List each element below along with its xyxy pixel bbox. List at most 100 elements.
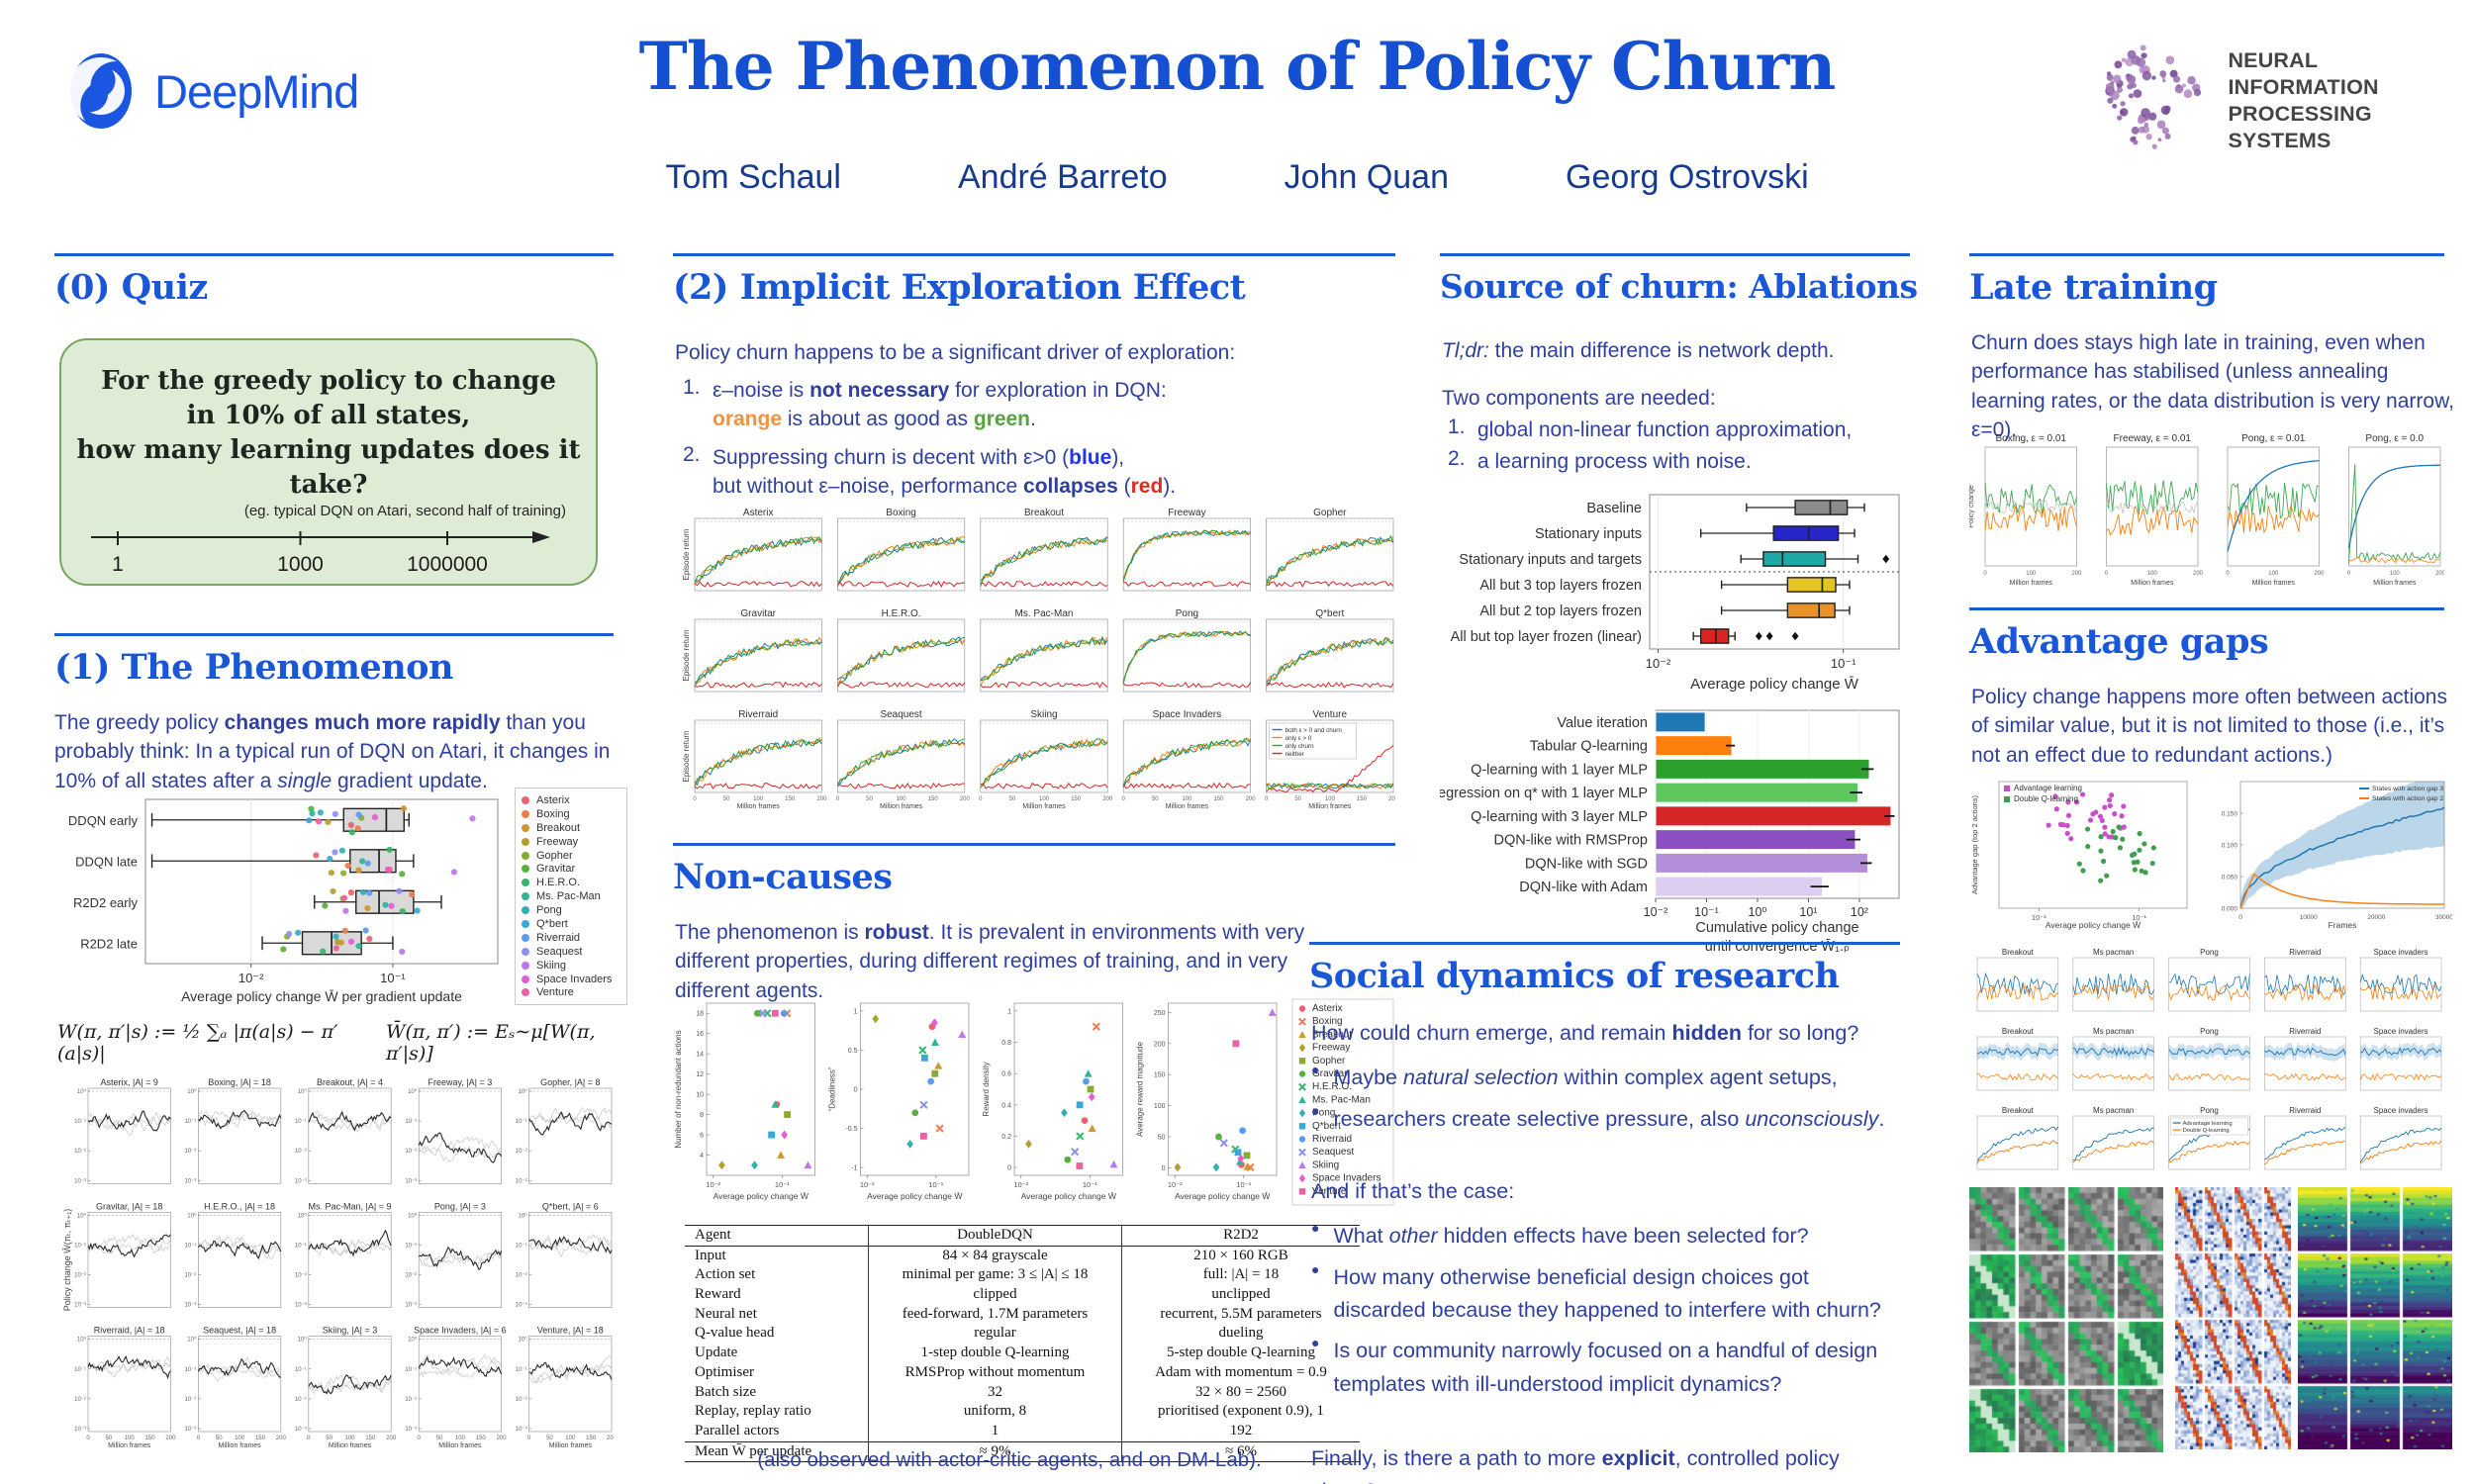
table-cell: full: |A| = 18	[1202, 1266, 1280, 1283]
svg-text:Million frames: Million frames	[2252, 580, 2296, 587]
table-cell: Optimiser	[685, 1362, 869, 1383]
svg-text:10⁻¹: 10⁻¹	[295, 1119, 307, 1125]
phenomenon-boxplot: 10⁻² 10⁻¹ DDQN early DDQN late R2D2 early R2D…	[54, 789, 510, 1014]
svg-text:10⁻³: 10⁻³	[405, 1427, 417, 1433]
svg-text:Policy change W̄(πₜ, πₜ₊₁): Policy change W̄(πₜ, πₜ₊₁)	[62, 1209, 72, 1312]
svg-text:Million frames: Million frames	[108, 1442, 151, 1449]
svg-text:Breakout: Breakout	[1312, 1029, 1352, 1040]
svg-text:50: 50	[1294, 796, 1301, 802]
svg-text:10⁻²: 10⁻²	[1168, 1180, 1183, 1189]
advantage-gap-area-chart: 0.000 0.050 0.100 0.150 0 10000 20000 30000 Fram…	[2205, 774, 2453, 949]
table-cell: Reward	[685, 1285, 869, 1305]
svg-text:Venture: Venture	[1313, 709, 1348, 720]
legend-item: Ms. Pac-Man	[522, 889, 620, 903]
svg-text:Venture: Venture	[1312, 1186, 1347, 1197]
section-rule	[1969, 607, 2444, 610]
svg-text:Frames: Frames	[2329, 920, 2357, 930]
svg-text:DQN-like with SGD: DQN-like with SGD	[1525, 856, 1648, 872]
phenomenon-legend: Asterix Boxing Breakout Freeway Gopher Gravit…	[515, 788, 627, 1006]
legend-dot-icon	[522, 906, 529, 915]
svg-text:10⁰: 10⁰	[408, 1088, 418, 1095]
svg-text:0: 0	[693, 796, 697, 802]
section-rule	[1969, 253, 2444, 256]
social-case-line: And if that’s the case:	[1311, 1178, 1515, 1203]
svg-text:150: 150	[1071, 796, 1082, 802]
svg-text:10⁰: 10⁰	[1749, 905, 1767, 919]
legend-item: H.E.R.O.	[522, 876, 620, 889]
formula-w: W(π, π′|s) := ½ ∑ₐ |π(a|s) − π′(a|s)|	[57, 1021, 338, 1065]
svg-text:Million frames: Million frames	[1308, 803, 1352, 810]
svg-text:Million frames: Million frames	[2131, 580, 2174, 587]
svg-text:150: 150	[928, 796, 939, 802]
svg-text:4: 4	[700, 1153, 704, 1159]
svg-text:150: 150	[586, 1436, 597, 1441]
svg-text:10⁻²: 10⁻²	[1646, 656, 1671, 671]
table-cell: 32 × 80 = 2560	[1195, 1383, 1286, 1400]
svg-text:Average policy change W̄: Average policy change W̄	[867, 1191, 962, 1201]
table-cell: feed-forward, 1.7M parameters	[868, 1304, 1122, 1325]
poster-title: The Phenomenon of Policy Churn	[638, 28, 1837, 105]
svg-text:10⁻²: 10⁻²	[1013, 1180, 1028, 1189]
svg-text:R2D2 late: R2D2 late	[80, 936, 138, 951]
svg-text:50: 50	[1009, 796, 1016, 802]
svg-text:neither: neither	[1285, 751, 1304, 758]
svg-text:10⁻¹: 10⁻¹	[405, 1367, 417, 1373]
svg-text:50: 50	[106, 1436, 113, 1441]
ablations-heading: Source of churn: Ablations	[1440, 267, 1918, 306]
phenomenon-chart-grid: Asterix, |A| = 9 10⁰ 10⁻¹ 10⁻² 10⁻³ Boxing, |…	[54, 1076, 618, 1469]
svg-text:Space Invaders: Space Invaders	[1153, 709, 1222, 720]
social-question: How could churn emerge, and remain hidde…	[1311, 1021, 1859, 1045]
svg-text:DDQN early: DDQN early	[68, 813, 139, 828]
svg-text:Double Q-learning: Double Q-learning	[2014, 794, 2078, 803]
legend-item: Q*bert	[522, 917, 620, 931]
svg-text:0.100: 0.100	[2222, 843, 2238, 850]
svg-text:10⁻¹: 10⁻¹	[380, 971, 406, 985]
svg-text:10⁻¹: 10⁻¹	[74, 1119, 86, 1125]
ablations-components-intro: Two components are needed:	[1442, 387, 1716, 410]
svg-text:Average policy change W̄: Average policy change W̄	[1690, 676, 1859, 693]
svg-text:10⁻²: 10⁻²	[185, 1149, 197, 1155]
svg-text:10¹: 10¹	[1799, 905, 1817, 919]
svg-text:0: 0	[418, 1436, 422, 1441]
table-cell: recurrent, 5.5M parameters	[1160, 1305, 1322, 1322]
table-cell: regular	[868, 1324, 1122, 1345]
quiz-line: in 10% of all states,	[186, 401, 471, 431]
social-bullet-text: Maybe natural selection within complex a…	[1333, 1066, 1838, 1090]
ablations-boxplot: 10⁻² 10⁻¹ Baseline Stationary inputs Station…	[1440, 487, 1913, 701]
table-cell: Neural net	[685, 1304, 869, 1325]
table-cell: Batch size	[685, 1382, 869, 1403]
legend-dot-icon	[522, 919, 529, 928]
section-rule	[673, 253, 1395, 256]
svg-text:10⁻³: 10⁻³	[74, 1178, 86, 1184]
svg-text:Q*bert, |A| = 6: Q*bert, |A| = 6	[542, 1201, 599, 1211]
section-rule	[1309, 942, 1900, 945]
exploration-chart-grid: Asterix Episode return Boxing Breakout Freew…	[673, 507, 1399, 830]
svg-text:Seaquest: Seaquest	[880, 709, 921, 720]
table-cell: Adam with momentum = 0.9	[1155, 1363, 1327, 1380]
social-bullet: ● researchers create selective pressure, …	[1311, 1103, 1905, 1136]
svg-text:10⁻²: 10⁻²	[405, 1273, 417, 1279]
exploration-item-2: 2. Suppressing churn is decent with ε>0 …	[683, 443, 1376, 502]
svg-text:150: 150	[1357, 796, 1368, 802]
noncauses-paragraph: The phenomenon is robust. It is prevalen…	[675, 921, 1305, 1002]
svg-text:Freeway, |A| = 3: Freeway, |A| = 3	[428, 1077, 493, 1087]
svg-text:Breakout: Breakout	[2002, 1027, 2035, 1036]
svg-text:10⁻¹: 10⁻¹	[185, 1243, 197, 1249]
svg-text:20000: 20000	[2367, 914, 2385, 921]
svg-text:Advantage learning: Advantage learning	[2183, 1121, 2233, 1127]
svg-text:100: 100	[2147, 571, 2158, 577]
svg-text:10²: 10²	[1851, 905, 1868, 919]
svg-text:12: 12	[696, 1071, 704, 1078]
svg-text:Ms pacman: Ms pacman	[2093, 1027, 2134, 1036]
social-bullet: ● How many otherwise beneficial design ch…	[1311, 1261, 1905, 1328]
bullet-icon: ●	[1311, 1260, 1320, 1277]
svg-text:DQN-like with RMSProp: DQN-like with RMSProp	[1494, 833, 1649, 849]
svg-text:10⁻²: 10⁻²	[2032, 913, 2046, 922]
svg-text:Stationary inputs: Stationary inputs	[1535, 526, 1642, 542]
svg-text:10⁻²: 10⁻²	[238, 971, 264, 985]
social-bullet-text: researchers create selective pressure, a…	[1333, 1106, 1885, 1131]
table-cell: Parallel actors	[685, 1421, 869, 1442]
svg-text:0: 0	[1162, 1165, 1166, 1172]
svg-text:10⁻³: 10⁻³	[516, 1427, 527, 1433]
svg-text:H.E.R.O., |A| = 18: H.E.R.O., |A| = 18	[204, 1201, 275, 1211]
